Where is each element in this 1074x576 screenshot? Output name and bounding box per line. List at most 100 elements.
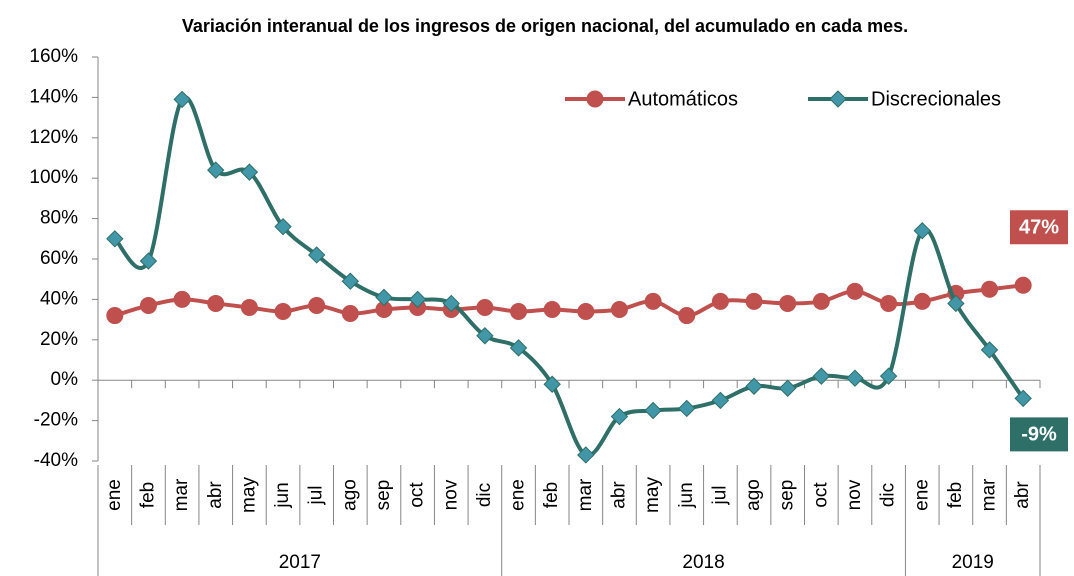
marker [678, 307, 696, 325]
marker [644, 292, 662, 310]
x-tick-label: mar [979, 478, 1000, 511]
x-tick-label: mar [171, 478, 192, 511]
marker [139, 252, 158, 270]
marker [577, 303, 595, 321]
x-tick-label: jul [709, 485, 730, 505]
marker [341, 272, 360, 290]
marker [442, 294, 460, 313]
marker [476, 298, 494, 316]
marker [812, 292, 830, 310]
x-tick-label: oct [810, 482, 831, 508]
marker [274, 217, 292, 236]
marker [880, 294, 898, 312]
y-tick-label: 60% [40, 248, 78, 269]
x-tick-label: may [238, 477, 259, 513]
series-line [113, 95, 1025, 458]
x-tick-label: abr [608, 481, 629, 509]
marker [240, 298, 258, 316]
series-line [114, 283, 1024, 318]
marker [913, 292, 931, 310]
x-tick-label: ene [104, 479, 125, 511]
x-tick-label: dic [474, 483, 495, 507]
legend-marker [829, 90, 847, 108]
x-tick-label: abr [1012, 481, 1033, 509]
x-tick-label: abr [205, 481, 226, 509]
value-label-box [1010, 210, 1068, 245]
x-tick-label: jun [272, 482, 293, 508]
value-label-box [1010, 417, 1068, 452]
marker [913, 222, 931, 240]
x-tick-label: mar [575, 478, 596, 511]
marker [812, 367, 831, 385]
group-label: 2017 [279, 552, 321, 573]
x-tick-label: feb [541, 482, 562, 508]
marker [577, 446, 595, 464]
group-label: 2018 [682, 552, 724, 573]
marker [1014, 389, 1032, 408]
y-tick-label: 80% [40, 208, 78, 229]
marker [274, 303, 292, 321]
marker [375, 288, 393, 307]
marker [778, 379, 797, 397]
marker [106, 230, 124, 248]
y-tick-label: -20% [34, 410, 78, 431]
group-label: 2019 [952, 552, 994, 573]
marker [981, 280, 999, 298]
y-tick-label: 0% [51, 369, 79, 390]
marker [139, 296, 157, 314]
marker [307, 246, 326, 264]
x-tick-label: dic [878, 483, 899, 507]
marker [678, 399, 696, 418]
x-tick-label: nov [844, 479, 865, 510]
y-tick-label: 20% [40, 329, 78, 350]
marker [106, 307, 124, 325]
x-tick-label: sep [777, 480, 798, 511]
x-tick-label: feb [137, 482, 158, 508]
legend-label: Discrecionales [871, 88, 1001, 110]
marker [644, 401, 662, 420]
x-tick-label: oct [407, 482, 428, 508]
value-label: -9% [1021, 424, 1057, 446]
marker [879, 367, 898, 385]
marker [980, 341, 999, 359]
marker [207, 294, 225, 312]
marker [207, 161, 225, 179]
marker [610, 407, 629, 426]
x-tick-label: jun [676, 482, 697, 508]
marker [476, 327, 494, 345]
marker [308, 296, 326, 314]
y-tick-label: 120% [29, 127, 78, 148]
x-tick-label: may [642, 477, 663, 513]
marker [240, 163, 259, 181]
x-tick-label: ago [339, 479, 360, 511]
y-tick-label: 160% [29, 46, 78, 67]
marker [947, 294, 965, 313]
y-tick-label: -40% [34, 450, 78, 471]
marker [510, 303, 528, 321]
marker [543, 375, 561, 393]
value-label: 47% [1019, 217, 1059, 239]
y-tick-label: 40% [40, 288, 78, 309]
x-tick-label: ago [743, 479, 764, 511]
chart-title: Variación interanual de los ingresos de … [182, 16, 908, 36]
marker [779, 294, 797, 312]
legend-marker [586, 90, 604, 108]
x-tick-label: sep [373, 480, 394, 511]
y-tick-label: 140% [29, 86, 78, 107]
marker [341, 305, 359, 323]
x-tick-label: ene [508, 479, 529, 511]
marker [173, 290, 191, 308]
legend-label: Automáticos [628, 88, 738, 110]
y-tick-label: 100% [29, 167, 78, 188]
marker [509, 339, 528, 357]
marker [846, 282, 864, 300]
marker [543, 301, 561, 318]
marker [173, 90, 191, 109]
marker [745, 377, 763, 395]
marker [846, 369, 864, 387]
x-tick-label: feb [945, 482, 966, 508]
marker [610, 301, 628, 318]
x-tick-label: ene [911, 479, 932, 511]
marker [1014, 276, 1032, 294]
